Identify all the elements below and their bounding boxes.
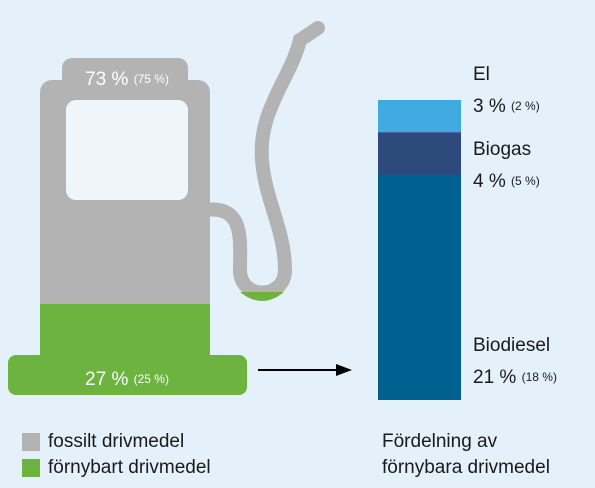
segment-name: Biodiesel: [473, 335, 550, 356]
value-label: 4 % (5 %): [473, 171, 540, 192]
pump-window: [66, 100, 188, 200]
value-label: 21 % (18 %): [473, 367, 557, 388]
bar-title: Fördelning av förnybara drivmedel: [382, 431, 550, 478]
legend-label: förnybart drivmedel: [48, 457, 211, 478]
bar-segment: [378, 132, 461, 175]
previous-value: (25 %): [134, 372, 169, 386]
title-line: förnybara drivmedel: [382, 457, 550, 478]
legend-label: fossilt drivmedel: [48, 431, 184, 452]
previous-value: (18 %): [522, 370, 557, 384]
value-label: 27 % (25 %): [85, 369, 169, 390]
title-line: Fördelning av: [382, 431, 498, 452]
value: 3 %: [473, 96, 506, 117]
segment-name: Biogas: [473, 139, 531, 160]
value-label: 3 % (2 %): [473, 96, 540, 117]
legend-swatch: [22, 459, 40, 477]
value: 4 %: [473, 171, 506, 192]
previous-value: (75 %): [134, 72, 169, 86]
hose: [198, 21, 325, 300]
value: 27 %: [85, 369, 128, 390]
previous-value: (2 %): [511, 99, 540, 113]
bar-segment: [378, 175, 461, 400]
hose-fuel: [240, 292, 284, 301]
value: 73 %: [85, 69, 128, 90]
arrow-head: [336, 364, 352, 376]
previous-value: (5 %): [511, 174, 540, 188]
value-label: 73 % (75 %): [85, 69, 169, 90]
segment-name: El: [473, 64, 490, 85]
pump-fill: [8, 304, 247, 395]
legend-swatch: [22, 433, 40, 451]
value: 21 %: [473, 367, 516, 388]
bar-segment: [378, 100, 461, 133]
